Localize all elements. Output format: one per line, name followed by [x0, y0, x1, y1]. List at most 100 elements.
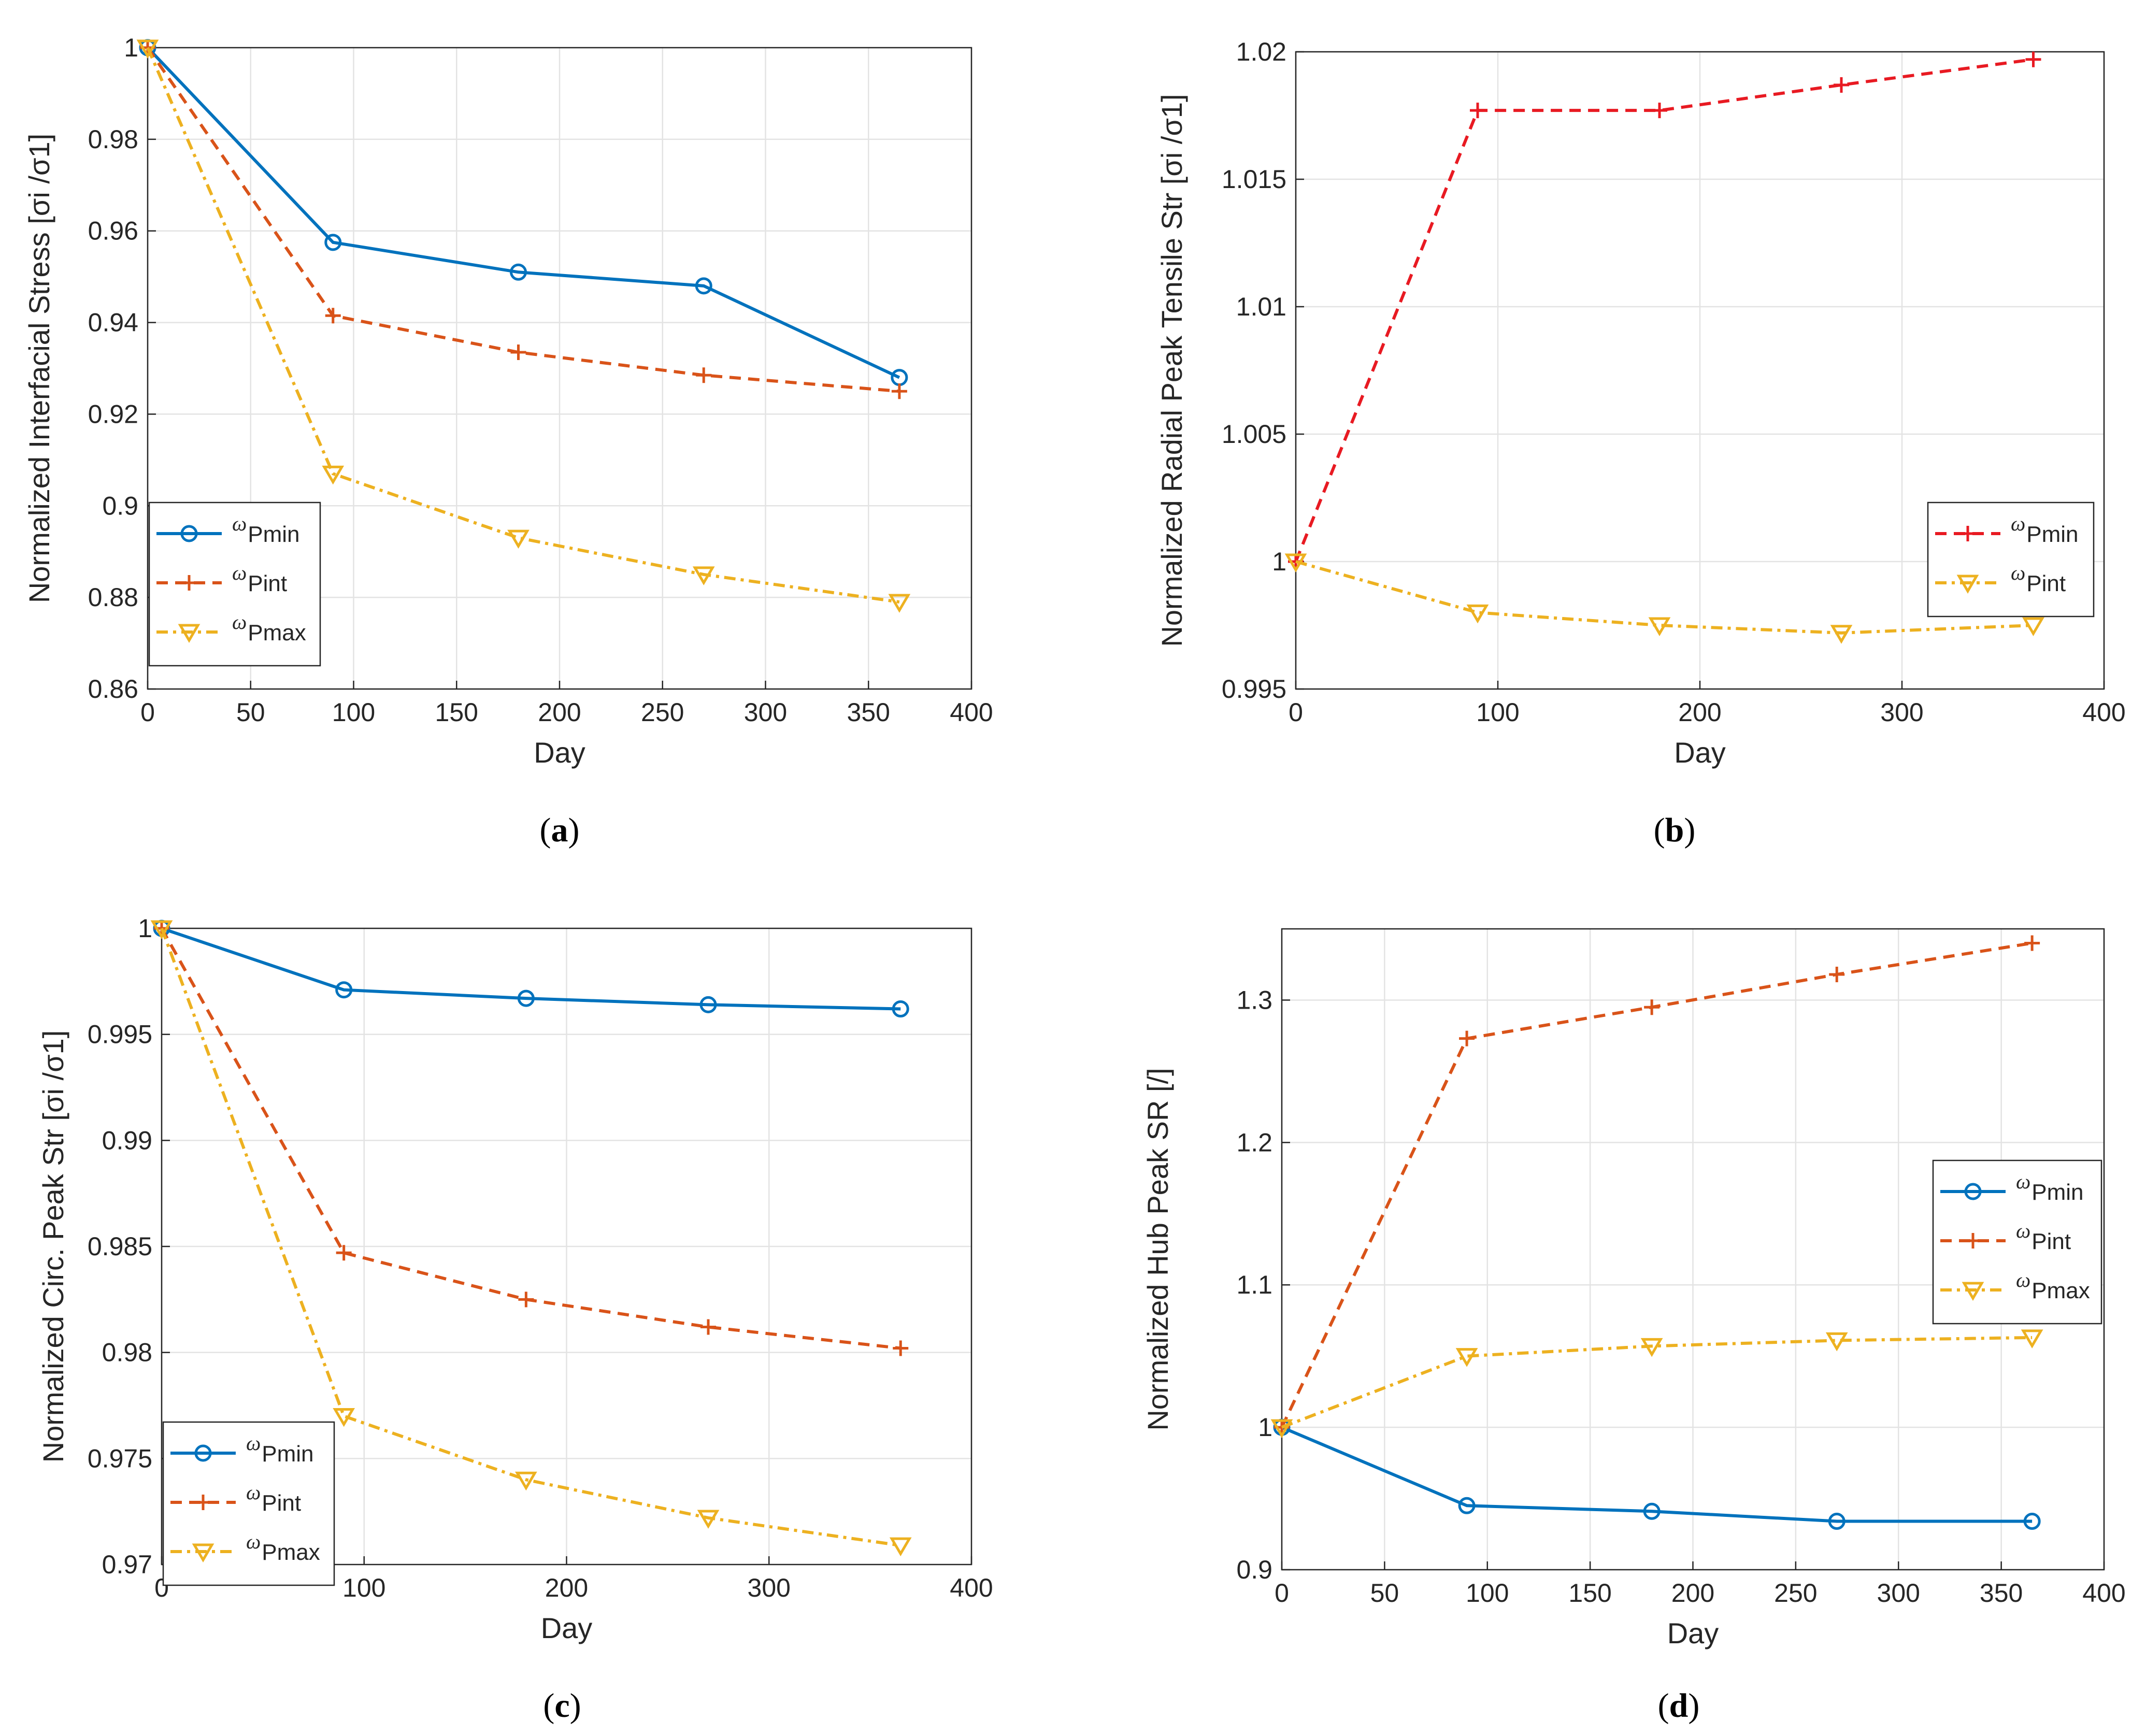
data-point [889, 1537, 912, 1557]
legend-item: ωPmin [1940, 1170, 2084, 1205]
data-point [1466, 604, 1489, 624]
y-tick-label: 1.3 [1236, 985, 1272, 1014]
data-point [1470, 103, 1485, 119]
y-tick-label: 1.2 [1236, 1128, 1272, 1157]
data-point [2022, 617, 2044, 636]
y-tick-label: 0.96 [88, 217, 138, 246]
y-tick-label: 1 [1272, 547, 1286, 576]
x-tick-label: 400 [2082, 1579, 2125, 1608]
data-point [888, 594, 911, 613]
data-point [1643, 1502, 1661, 1520]
chart-panel-a: 0 50 100 150 200 250 300 350 400 0.86 0.88 0.9 0.92 0… [23, 33, 993, 769]
y-tick-label: 0.975 [88, 1444, 152, 1473]
y-axis-label: Normalized Circ. Peak Str [σi /σ1] [37, 1030, 69, 1463]
legend-marker [181, 575, 197, 591]
y-tick-label: 0.98 [102, 1338, 152, 1367]
data-point [696, 367, 712, 383]
caption-c: (c) [543, 1687, 581, 1725]
legend-label: ωPmax [246, 1530, 320, 1565]
data-point [507, 529, 530, 549]
x-tick-label: 200 [538, 698, 581, 727]
x-axis-label: Day [534, 736, 585, 769]
data-point [695, 277, 712, 295]
data-point [2025, 51, 2041, 67]
data-point [336, 1245, 352, 1261]
data-point [699, 996, 717, 1013]
data-point [322, 465, 345, 485]
legend-item: ωPmin [170, 1431, 314, 1467]
series-line [160, 927, 901, 1547]
data-point [333, 1408, 355, 1427]
series-pmax [150, 920, 912, 1557]
x-tick-label: 250 [641, 698, 684, 727]
x-tick-label: 400 [950, 1573, 993, 1602]
data-point [692, 566, 715, 585]
y-tick-label: 1 [1258, 1413, 1272, 1442]
data-point [893, 1340, 909, 1356]
x-tick-label: 300 [748, 1573, 791, 1602]
x-tick-label: 150 [435, 698, 478, 727]
chart-panel-c: 0 100 200 300 4000.970.9750.980.9850.990.995… [37, 914, 993, 1644]
y-tick-label: 0.99 [102, 1126, 152, 1155]
data-point [700, 1319, 717, 1335]
data-point [1644, 999, 1660, 1015]
data-point [514, 1471, 537, 1491]
y-tick-label: 0.97 [102, 1550, 152, 1579]
series-line [1281, 1336, 2033, 1429]
y-tick-label: 0.86 [88, 675, 138, 704]
y-tick-label: 0.94 [88, 308, 138, 337]
x-tick-label: 200 [545, 1573, 588, 1602]
y-tick-label: 1.02 [1236, 37, 1286, 66]
series-pint [154, 921, 909, 1356]
data-point [2023, 1513, 2041, 1530]
x-tick-label: 350 [1980, 1579, 2023, 1608]
y-tick-label: 0.995 [88, 1020, 152, 1049]
data-point [892, 1000, 909, 1018]
y-tick-label: 0.88 [88, 583, 138, 612]
x-tick-label: 0 [140, 698, 155, 727]
x-tick-label: 0 [1275, 1579, 1289, 1608]
data-point [1825, 1332, 1848, 1352]
y-tick-label: 0.985 [88, 1232, 152, 1261]
series-line [146, 46, 900, 379]
x-tick-label: 400 [2082, 698, 2125, 727]
data-point [2021, 1329, 2043, 1348]
chart-panel-b: 0 100 200 300 400 0.995 1 1.005 1.01 1.015 1.02 Day… [1155, 37, 2126, 769]
x-tick-label: 100 [1466, 1579, 1509, 1608]
x-tick-label: 0 [1289, 698, 1303, 727]
x-axis-label: Day [541, 1612, 593, 1644]
x-axis-label: Day [1667, 1617, 1719, 1649]
x-tick-label: 100 [332, 698, 375, 727]
x-tick-label: 100 [1476, 698, 1519, 727]
legend-marker [1965, 1233, 1981, 1249]
data-point [510, 345, 526, 361]
y-tick-label: 1.005 [1222, 420, 1286, 449]
y-tick-label: 1.1 [1236, 1270, 1272, 1299]
data-point [517, 989, 535, 1007]
legend-marker [1960, 526, 1976, 541]
data-point [1828, 1513, 1845, 1530]
y-axis-label: Normalized Radial Peak Tensile Str [σi /… [1155, 94, 1188, 647]
x-tick-label: 300 [1880, 698, 1923, 727]
y-tick-label: 0.995 [1222, 675, 1286, 704]
data-point [1652, 103, 1667, 119]
data-point [518, 1292, 534, 1308]
legend-box [1927, 501, 2095, 618]
data-point [1455, 1348, 1478, 1367]
data-point [1284, 553, 1307, 572]
x-tick-label: 400 [950, 698, 993, 727]
data-point [1459, 1030, 1475, 1046]
data-point [324, 234, 342, 251]
x-tick-label: 200 [1678, 698, 1721, 727]
data-point [697, 1510, 720, 1529]
y-tick-label: 1.015 [1222, 165, 1286, 194]
legend-item: ωPmax [170, 1530, 320, 1565]
data-point [136, 39, 159, 59]
series-line [1281, 1426, 2033, 1523]
y-tick-label: 0.9 [1236, 1555, 1272, 1584]
series-line [146, 47, 900, 604]
